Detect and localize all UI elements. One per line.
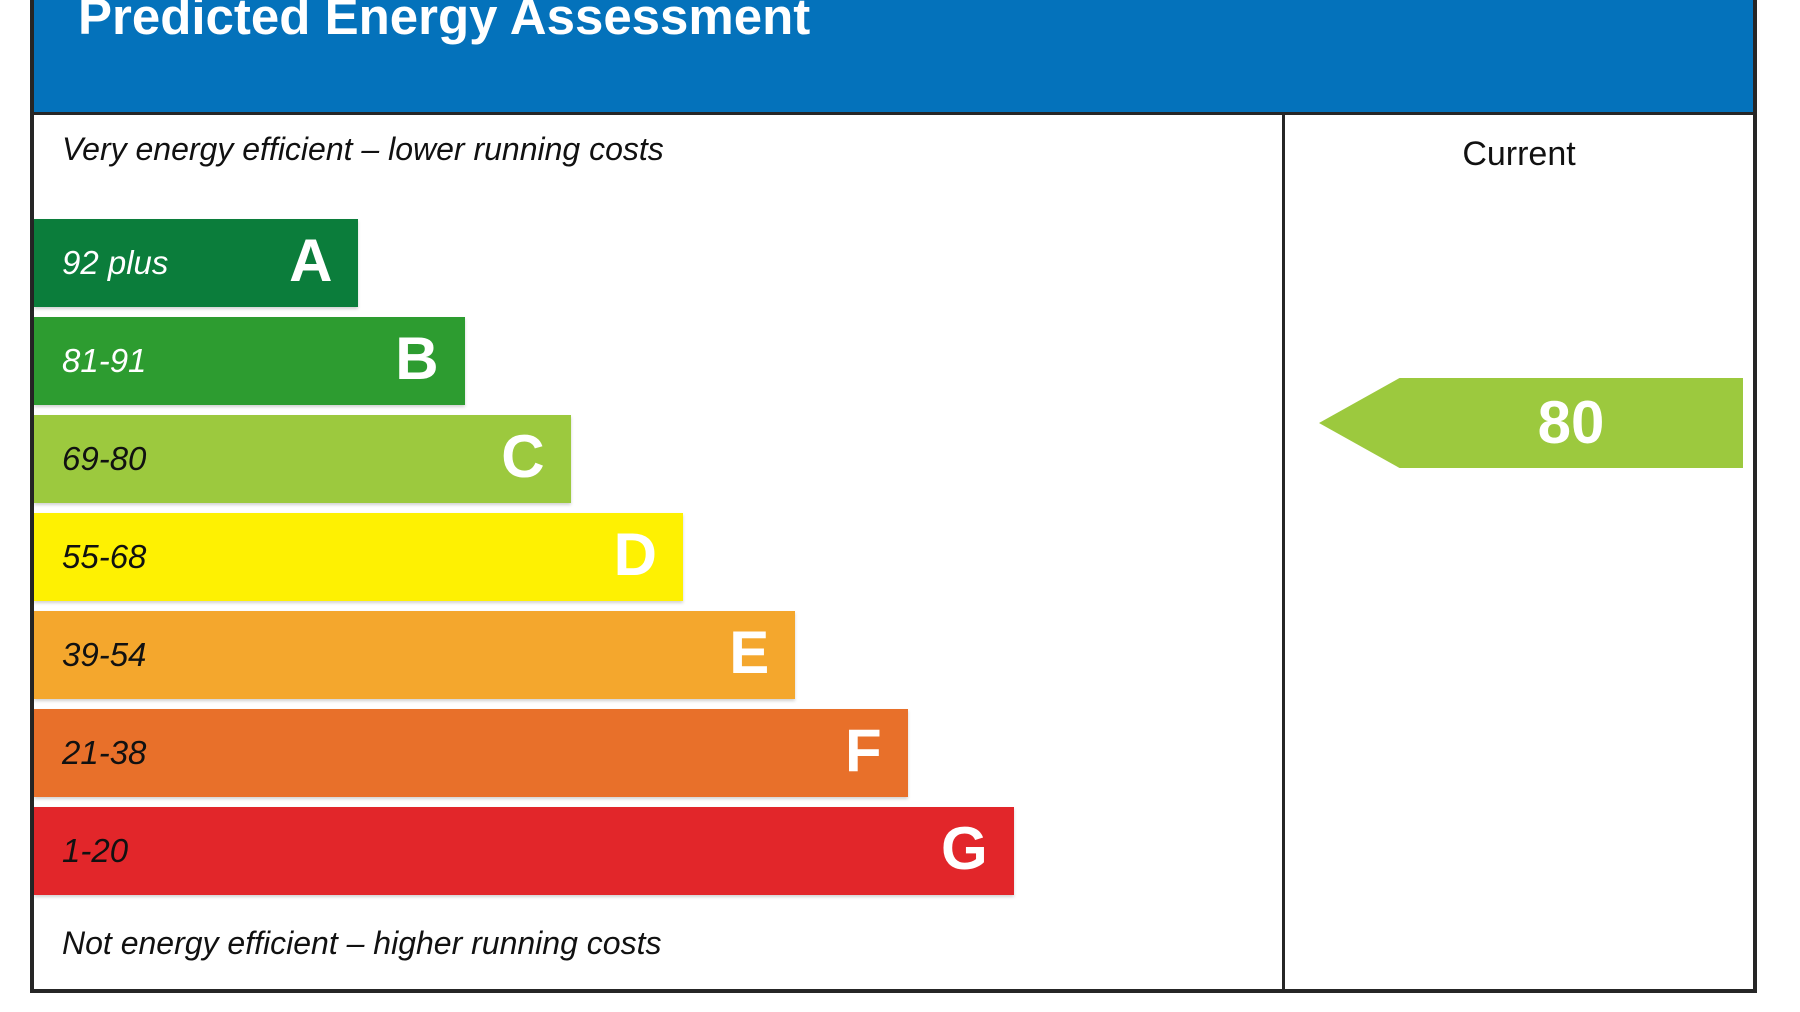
epc-band-a: 92 plus A [34,219,359,307]
band-range-label: 69-80 [62,440,147,477]
column-divider [1282,115,1285,989]
epc-certificate: Predicted Energy Assessment Very energy … [30,0,1757,993]
band-letter: F [844,717,882,785]
band-chart: Very energy efficient – lower running co… [34,115,1282,989]
band-range-label: 21-38 [62,734,147,771]
band-range-label: 1-20 [62,832,129,869]
header-bar: Predicted Energy Assessment [34,0,1753,115]
band-letter: D [613,521,657,589]
band-range-label: 55-68 [62,538,147,575]
band-range-label: 81-91 [62,342,147,379]
band-letter: A [289,227,333,295]
page-title: Predicted Energy Assessment [78,0,811,45]
top-note: Very energy efficient – lower running co… [62,131,664,167]
band-letter: E [729,619,770,687]
bottom-note: Not energy efficient – higher running co… [62,925,662,961]
epc-band-e: 39-54 E [34,611,796,699]
epc-band-f: 21-38 F [34,709,908,797]
epc-band-b: 81-91 B [34,317,465,405]
band-letter: C [501,423,545,491]
current-rating-arrow: 80 [1319,378,1743,468]
current-column-header: Current [1462,135,1576,173]
current-rating-value: 80 [1537,389,1605,456]
chart-body: Very energy efficient – lower running co… [34,115,1753,989]
band-range-label: 92 plus [62,244,169,281]
band-range-label: 39-54 [62,636,147,673]
current-column: Current 80 [1285,115,1753,989]
epc-band-g: 1-20 G [34,807,1014,895]
band-letter: B [395,325,439,393]
band-letter: G [941,815,988,883]
epc-band-d: 55-68 D [34,513,683,601]
epc-band-c: 69-80 C [34,415,571,503]
band-rows: 92 plus A 81-91 B 69-80 C 55-68 D 39-54 E 21-38 F 1-… [34,219,1282,905]
